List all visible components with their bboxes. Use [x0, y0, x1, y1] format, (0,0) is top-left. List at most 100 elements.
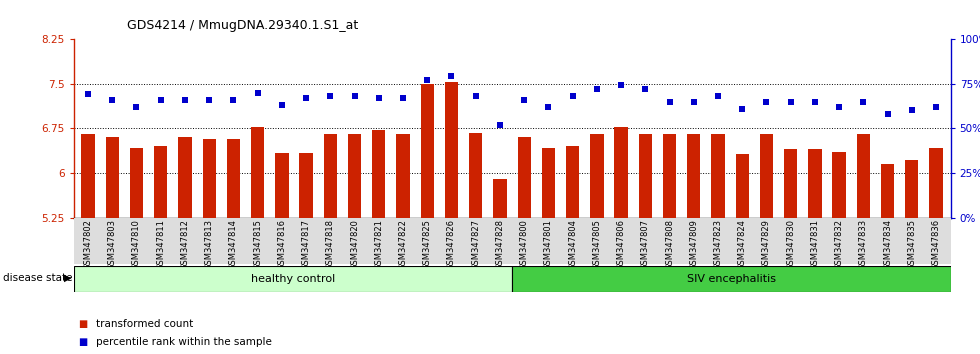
Bar	[906, 160, 918, 218]
Text: GSM347809: GSM347809	[689, 219, 699, 270]
Bar	[517, 137, 531, 218]
Point	[371, 95, 387, 101]
Text: GSM347825: GSM347825	[422, 219, 432, 270]
Point	[831, 104, 847, 110]
Bar	[323, 134, 337, 218]
Point	[516, 97, 532, 103]
Point	[613, 82, 629, 88]
Text: GSM347810: GSM347810	[132, 219, 141, 270]
Bar	[590, 134, 604, 218]
Text: GSM347832: GSM347832	[835, 219, 844, 270]
Text: SIV encephalitis: SIV encephalitis	[687, 274, 776, 284]
Point	[467, 93, 483, 99]
Text: GSM347823: GSM347823	[713, 219, 722, 270]
Text: GSM347808: GSM347808	[665, 219, 674, 270]
Point	[783, 99, 799, 104]
Text: ▶: ▶	[64, 273, 72, 283]
Text: transformed count: transformed count	[96, 319, 193, 329]
Point	[153, 97, 169, 103]
Point	[347, 93, 363, 99]
Bar	[420, 84, 434, 218]
Point	[710, 93, 726, 99]
Point	[419, 77, 435, 83]
Bar	[275, 153, 288, 218]
Text: GSM347800: GSM347800	[519, 219, 528, 270]
Bar	[566, 146, 579, 218]
Point	[177, 97, 193, 103]
Text: GSM347817: GSM347817	[302, 219, 311, 270]
Bar	[687, 134, 701, 218]
Point	[444, 74, 460, 79]
Text: ■: ■	[78, 319, 87, 329]
Text: ■: ■	[78, 337, 87, 347]
Bar	[662, 134, 676, 218]
Point	[637, 86, 653, 92]
Point	[492, 122, 508, 127]
Point	[564, 93, 580, 99]
Bar	[493, 179, 507, 218]
Point	[225, 97, 241, 103]
Bar	[178, 137, 192, 218]
Bar	[348, 134, 362, 218]
Text: healthy control: healthy control	[251, 274, 335, 284]
Bar	[251, 126, 265, 218]
Text: GSM347835: GSM347835	[907, 219, 916, 270]
Bar	[832, 152, 846, 218]
Bar	[857, 134, 870, 218]
Bar	[929, 148, 943, 218]
Bar	[614, 127, 628, 218]
Point	[201, 97, 217, 103]
Bar	[154, 146, 168, 218]
Bar	[736, 154, 749, 218]
Point	[274, 102, 290, 108]
Point	[80, 92, 96, 97]
Bar	[226, 139, 240, 218]
Text: GSM347831: GSM347831	[810, 219, 819, 270]
Text: GSM347824: GSM347824	[738, 219, 747, 270]
Point	[662, 99, 677, 104]
Bar	[81, 134, 95, 218]
Text: GSM347806: GSM347806	[616, 219, 625, 270]
Text: disease state: disease state	[3, 273, 73, 283]
Text: GSM347821: GSM347821	[374, 219, 383, 270]
Text: GSM347803: GSM347803	[108, 219, 117, 270]
Point	[904, 108, 919, 113]
Text: GSM347811: GSM347811	[156, 219, 166, 270]
Bar	[300, 153, 313, 218]
Bar	[129, 148, 143, 218]
Text: GSM347805: GSM347805	[592, 219, 602, 270]
Text: GSM347826: GSM347826	[447, 219, 456, 270]
Bar	[203, 139, 216, 218]
Bar	[760, 134, 773, 218]
Bar	[74, 266, 512, 292]
Text: GSM347818: GSM347818	[325, 219, 335, 270]
Text: GSM347829: GSM347829	[762, 219, 771, 270]
Point	[808, 99, 823, 104]
Point	[589, 86, 605, 92]
Bar	[372, 130, 385, 218]
Bar	[711, 134, 724, 218]
Bar	[445, 82, 458, 218]
Bar	[542, 148, 555, 218]
Text: GSM347833: GSM347833	[858, 219, 868, 270]
Text: GSM347804: GSM347804	[568, 219, 577, 270]
Point	[298, 95, 314, 101]
Point	[250, 90, 266, 96]
Bar	[639, 134, 652, 218]
Point	[928, 104, 944, 110]
Point	[734, 106, 750, 112]
Point	[395, 95, 411, 101]
Point	[856, 99, 871, 104]
Text: GSM347836: GSM347836	[932, 219, 941, 270]
Text: GSM347801: GSM347801	[544, 219, 553, 270]
Point	[686, 99, 702, 104]
Text: GSM347820: GSM347820	[350, 219, 359, 270]
Text: GSM347813: GSM347813	[205, 219, 214, 270]
Bar	[784, 149, 798, 218]
Point	[759, 99, 774, 104]
Point	[322, 93, 338, 99]
Text: GSM347812: GSM347812	[180, 219, 189, 270]
Text: GSM347807: GSM347807	[641, 219, 650, 270]
Bar	[808, 149, 821, 218]
Text: GDS4214 / MmugDNA.29340.1.S1_at: GDS4214 / MmugDNA.29340.1.S1_at	[127, 19, 359, 33]
